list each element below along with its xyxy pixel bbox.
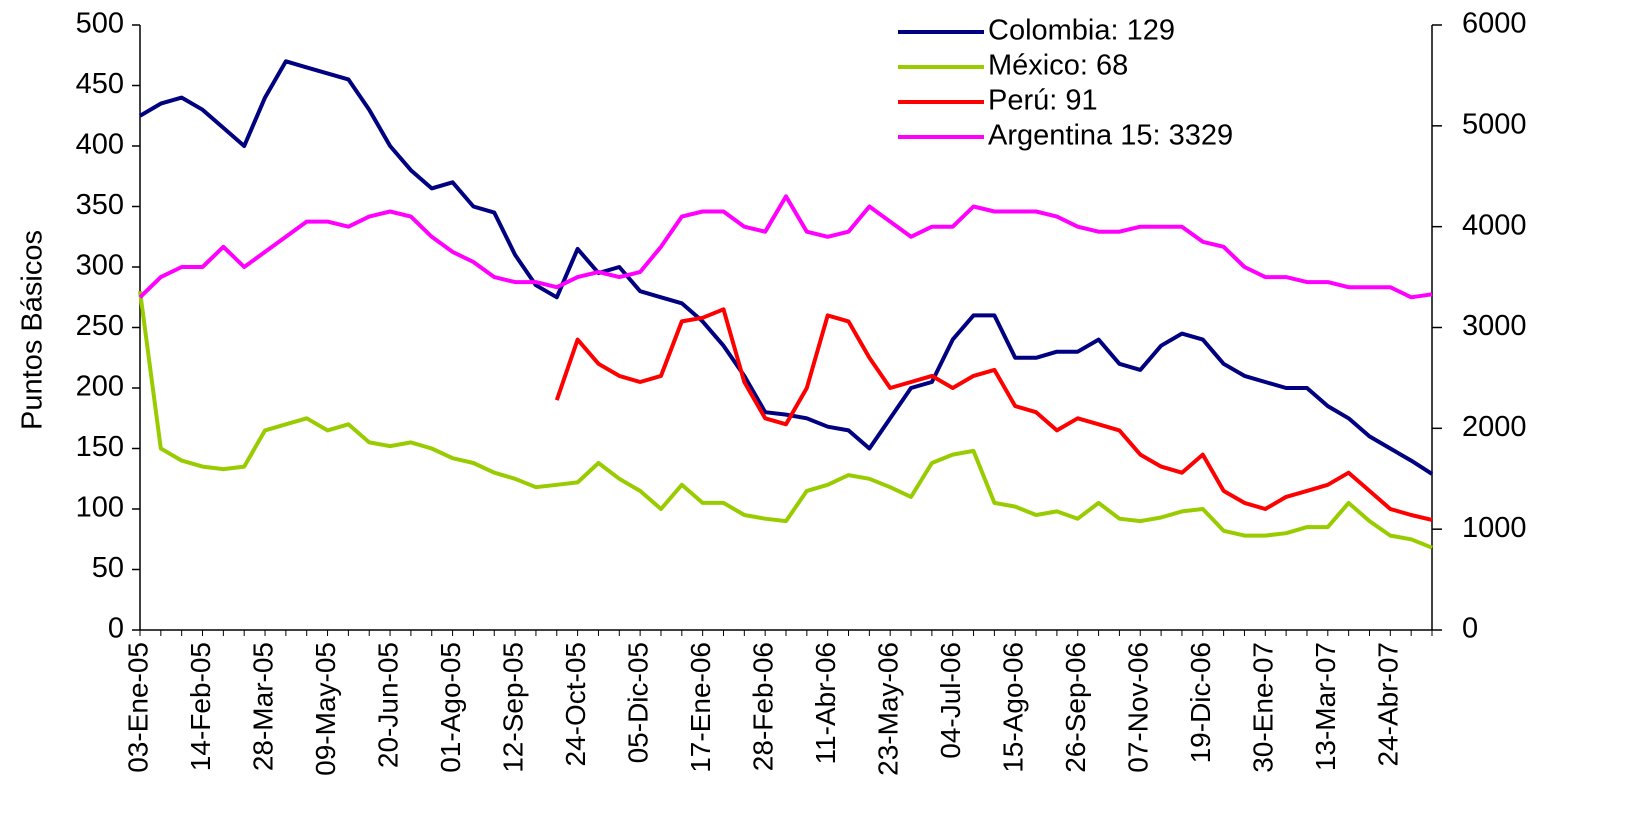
x-tick-label: 03-Ene-05	[122, 642, 153, 773]
y-tick-label: 300	[76, 250, 124, 282]
y-tick-label: 50	[92, 552, 124, 584]
x-tick-label: 12-Sep-05	[497, 642, 528, 773]
x-tick-label: 24-Abr-07	[1373, 642, 1404, 767]
y-tick-label: 450	[76, 68, 124, 100]
x-tick-label: 11-Abr-06	[810, 642, 841, 764]
x-tick-label: 28-Mar-05	[247, 642, 278, 771]
x-tick-label: 05-Dic-05	[623, 642, 654, 763]
series-line	[554, 307, 1433, 522]
x-tick-label: 01-Ago-05	[435, 642, 466, 773]
y-tick-label: 500	[76, 8, 124, 40]
y2-tick-label: 5000	[1462, 108, 1527, 140]
x-tick-label: 17-Ene-06	[685, 642, 716, 773]
y2-tick-label: 0	[1462, 613, 1478, 645]
y2-tick-label: 6000	[1462, 8, 1527, 40]
y-axis-label: Puntos Básicos	[17, 230, 49, 430]
legend-label: Colombia: 129	[988, 15, 1175, 47]
x-tick-label: 20-Jun-05	[372, 642, 403, 768]
x-tick-label: 19-Dic-06	[1185, 642, 1216, 763]
x-tick-label: 07-Nov-06	[1123, 642, 1154, 773]
x-tick-label: 24-Oct-05	[560, 642, 591, 767]
y-tick-label: 400	[76, 129, 124, 161]
series-line	[138, 59, 1434, 476]
x-tick-label: 23-May-06	[873, 642, 904, 776]
series-line	[138, 194, 1433, 300]
x-tick-label: 09-May-05	[310, 642, 341, 776]
y2-tick-label: 1000	[1462, 512, 1527, 544]
legend-label: Argentina 15: 3329	[988, 120, 1233, 152]
y-tick-label: 250	[76, 310, 124, 342]
x-tick-label: 15-Ago-06	[998, 642, 1029, 773]
y2-tick-label: 3000	[1462, 310, 1527, 342]
x-tick-label: 26-Sep-06	[1060, 642, 1091, 773]
series-line	[138, 290, 1433, 550]
x-tick-label: 30-Ene-07	[1248, 642, 1279, 773]
y2-tick-label: 2000	[1462, 411, 1527, 443]
legend-label: Perú: 91	[988, 85, 1098, 117]
y2-tick-label: 4000	[1462, 209, 1527, 241]
x-tick-label: 14-Feb-05	[185, 642, 216, 771]
y-tick-label: 150	[76, 431, 124, 463]
y-tick-label: 200	[76, 371, 124, 403]
x-tick-label: 04-Jul-06	[935, 642, 966, 759]
x-tick-label: 13-Mar-07	[1310, 642, 1341, 771]
legend-label: México: 68	[988, 50, 1128, 82]
x-tick-label: 28-Feb-06	[748, 642, 779, 771]
y-tick-label: 350	[76, 189, 124, 221]
y-tick-label: 0	[108, 613, 124, 645]
y-tick-label: 100	[76, 492, 124, 524]
